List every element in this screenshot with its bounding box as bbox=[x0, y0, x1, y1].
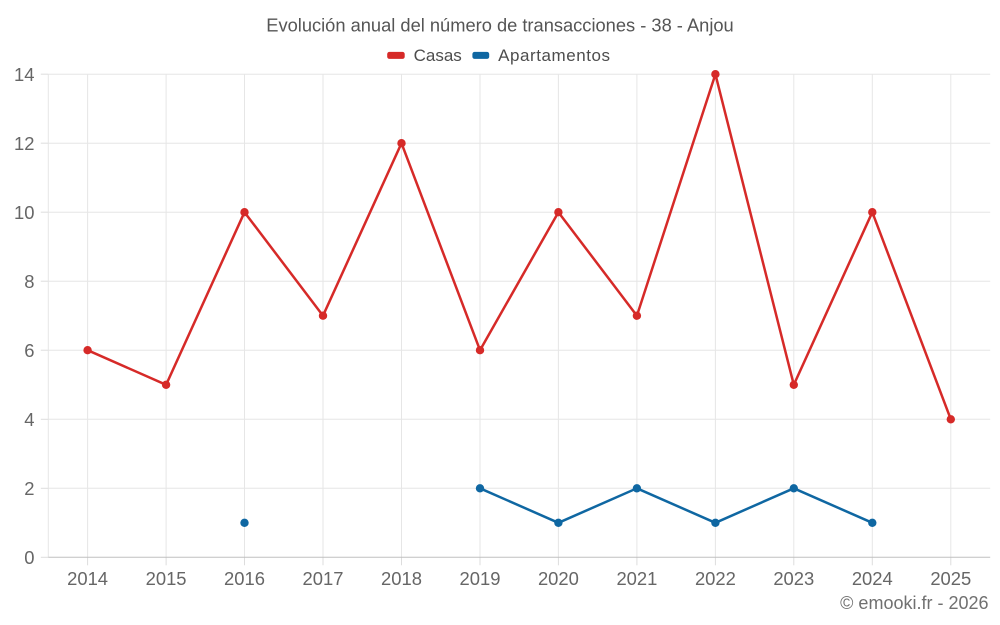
svg-text:2015: 2015 bbox=[146, 568, 187, 589]
svg-text:2016: 2016 bbox=[224, 568, 265, 589]
svg-text:4: 4 bbox=[24, 409, 34, 430]
svg-text:2017: 2017 bbox=[303, 568, 344, 589]
svg-text:2020: 2020 bbox=[538, 568, 579, 589]
svg-text:2: 2 bbox=[24, 478, 34, 499]
svg-text:2018: 2018 bbox=[381, 568, 422, 589]
svg-text:2014: 2014 bbox=[67, 568, 108, 589]
svg-text:8: 8 bbox=[24, 271, 34, 292]
svg-text:2024: 2024 bbox=[852, 568, 893, 589]
svg-text:Casas: Casas bbox=[414, 46, 462, 65]
svg-text:12: 12 bbox=[14, 133, 34, 154]
svg-text:2023: 2023 bbox=[773, 568, 814, 589]
svg-text:2022: 2022 bbox=[695, 568, 736, 589]
svg-text:Evolución anual del número de: Evolución anual del número de transaccio… bbox=[266, 15, 733, 36]
svg-text:2021: 2021 bbox=[616, 568, 657, 589]
svg-text:Apartamentos: Apartamentos bbox=[498, 46, 610, 65]
svg-text:2019: 2019 bbox=[460, 568, 501, 589]
svg-text:6: 6 bbox=[24, 340, 34, 361]
svg-text:© emooki.fr - 2026: © emooki.fr - 2026 bbox=[840, 593, 988, 613]
svg-text:14: 14 bbox=[14, 64, 34, 85]
svg-text:0: 0 bbox=[24, 547, 34, 568]
svg-text:10: 10 bbox=[14, 202, 34, 223]
svg-text:2025: 2025 bbox=[930, 568, 971, 589]
